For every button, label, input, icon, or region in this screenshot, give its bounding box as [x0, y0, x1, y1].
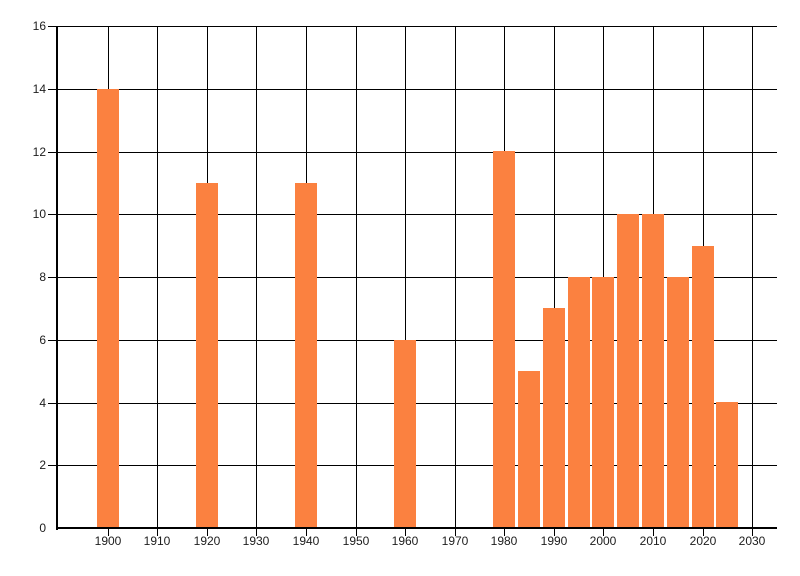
bar-2005	[617, 214, 639, 528]
v-gridline	[356, 26, 357, 536]
x-tick-label: 1900	[94, 534, 122, 548]
x-tick-label: 2020	[689, 534, 717, 548]
y-tick-label: 4	[39, 396, 46, 410]
bar-1995	[568, 277, 590, 528]
x-tick-label: 1970	[441, 534, 469, 548]
x-tick-label: 1980	[490, 534, 518, 548]
x-tick-label: 1990	[540, 534, 568, 548]
x-tick-label: 1950	[342, 534, 370, 548]
v-gridline	[455, 26, 456, 536]
y-tick-label: 6	[39, 333, 46, 347]
h-gridline	[48, 214, 777, 215]
v-gridline	[405, 26, 406, 536]
v-gridline	[554, 26, 555, 536]
y-tick-label: 10	[32, 207, 46, 221]
x-tick-label: 1930	[242, 534, 270, 548]
h-gridline	[48, 152, 777, 153]
y-tick-label: 12	[32, 145, 46, 159]
y-tick-label: 0	[39, 521, 46, 535]
y-tick-label: 2	[39, 458, 46, 472]
bar-1990	[543, 308, 565, 528]
x-tick-label: 1920	[193, 534, 221, 548]
bar-1920	[196, 183, 218, 528]
bar-1980	[493, 151, 515, 528]
bar-2000	[592, 277, 614, 528]
bar-1900	[97, 89, 119, 528]
bar-1960	[394, 340, 416, 528]
v-gridline	[157, 26, 158, 536]
bar-2025	[716, 402, 738, 528]
x-tick-label: 2000	[589, 534, 617, 548]
bar-1985	[518, 371, 540, 528]
x-tick-label: 2030	[738, 534, 766, 548]
bar-2020	[692, 246, 714, 528]
v-gridline	[752, 26, 753, 536]
v-gridline	[256, 26, 257, 536]
y-tick-label: 14	[32, 82, 46, 96]
y-tick-label: 8	[39, 270, 46, 284]
x-axis-line	[56, 527, 777, 529]
bar-2010	[642, 214, 664, 528]
x-tick-label: 2010	[639, 534, 667, 548]
y-tick-label: 16	[32, 19, 46, 33]
h-gridline	[48, 277, 777, 278]
h-gridline	[48, 26, 777, 27]
bar-1940	[295, 183, 317, 528]
bar-2015	[667, 277, 689, 528]
y-axis-line	[56, 26, 58, 530]
x-tick-label: 1910	[143, 534, 171, 548]
plot-area	[48, 26, 777, 536]
h-gridline	[48, 89, 777, 90]
x-tick-label: 1960	[391, 534, 419, 548]
x-tick-label: 1940	[292, 534, 320, 548]
